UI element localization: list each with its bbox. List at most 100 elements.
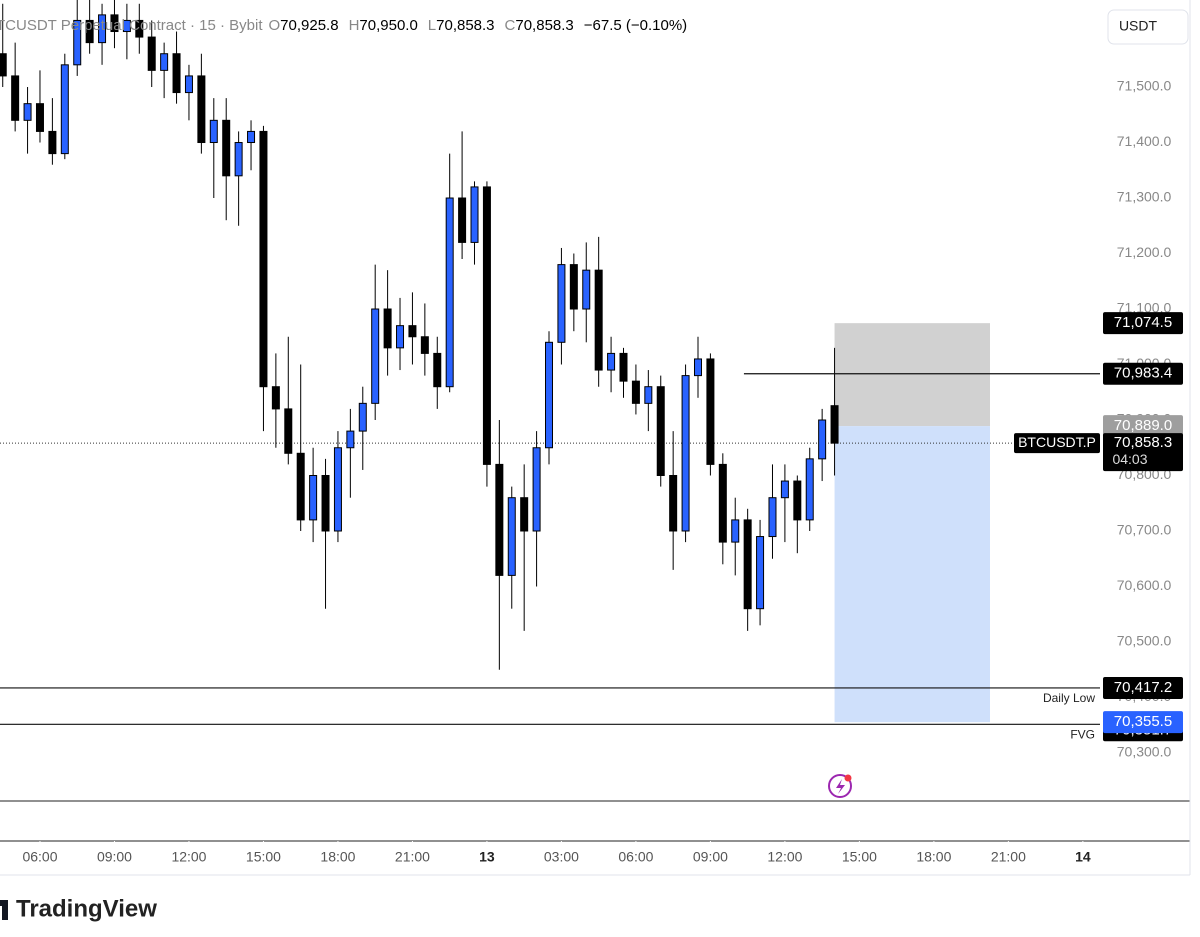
candle-body bbox=[147, 36, 156, 71]
candle-body bbox=[48, 130, 57, 155]
brand: TradingView bbox=[0, 895, 157, 922]
candle-body bbox=[234, 142, 243, 177]
x-tick-label: 06:00 bbox=[618, 849, 653, 865]
candle-body bbox=[818, 419, 827, 460]
candle-body bbox=[197, 75, 206, 144]
ohlc-value: 70,858.3 bbox=[436, 17, 494, 34]
candle-body bbox=[23, 103, 32, 121]
candle-body bbox=[793, 480, 802, 521]
currency-button[interactable]: USDT bbox=[1107, 9, 1189, 45]
logo-mark bbox=[0, 900, 8, 920]
candle-body bbox=[693, 358, 702, 377]
x-tick-label: 12:00 bbox=[171, 849, 206, 865]
symbol-tag-bg bbox=[1014, 433, 1100, 454]
alert-icon[interactable] bbox=[828, 774, 852, 798]
candle-body bbox=[718, 463, 727, 543]
candle-body bbox=[582, 269, 591, 310]
button-label: USDT bbox=[1119, 18, 1158, 34]
candle-body bbox=[644, 386, 653, 404]
stop-label: 70,355.5 bbox=[1114, 713, 1172, 730]
header: BTCUSDT Perpetual Contract · 15 · Bybit O… bbox=[0, 17, 687, 34]
candle-body bbox=[743, 519, 752, 610]
x-tick-label: 14 bbox=[1075, 849, 1091, 865]
candle-body bbox=[135, 19, 144, 38]
x-tick-label: 09:00 bbox=[97, 849, 132, 865]
y-tick-label: 71,400.0 bbox=[1117, 133, 1172, 149]
candle-body bbox=[780, 480, 789, 499]
candle-body bbox=[520, 497, 529, 532]
candle-body bbox=[569, 264, 578, 310]
candle-body bbox=[247, 130, 256, 144]
candle-body bbox=[433, 352, 442, 388]
candle-body bbox=[545, 341, 554, 449]
level-label: 70,983.4 bbox=[1114, 365, 1172, 382]
y-tick-label: 71,200.0 bbox=[1117, 244, 1172, 260]
candle-body bbox=[532, 447, 541, 532]
candle-body bbox=[60, 64, 69, 155]
button-frame bbox=[1107, 9, 1189, 45]
candle-body bbox=[731, 519, 740, 543]
ohlc-value: 70,858.3 bbox=[515, 17, 573, 34]
candle-body bbox=[259, 130, 268, 388]
y-tick-label: 70,600.0 bbox=[1117, 577, 1172, 593]
level-label: 70,417.2 bbox=[1114, 679, 1172, 696]
last-price-label: 70,858.3 bbox=[1114, 434, 1172, 451]
y-tick-label: 71,100.0 bbox=[1117, 300, 1172, 316]
x-tick-label: 18:00 bbox=[320, 849, 355, 865]
candle-body bbox=[222, 119, 231, 177]
candle-body bbox=[768, 497, 777, 538]
countdown: 04:03 bbox=[1112, 451, 1147, 467]
level-label-bg bbox=[1103, 676, 1183, 699]
candle-body bbox=[445, 197, 454, 388]
candle-body bbox=[85, 19, 94, 44]
target-label-bg bbox=[1103, 312, 1183, 335]
candle-body bbox=[122, 19, 131, 33]
change: −67.5 (−0.10%) bbox=[584, 17, 687, 34]
ohlc-value: 70,925.8 bbox=[280, 17, 338, 34]
x-tick-label: 09:00 bbox=[693, 849, 728, 865]
y-tick-label: 71,500.0 bbox=[1117, 78, 1172, 94]
brand-name: TradingView bbox=[16, 895, 157, 922]
candle-body bbox=[284, 408, 293, 454]
candle-body bbox=[594, 269, 603, 371]
ohlc-key: L bbox=[428, 17, 436, 34]
candle-body bbox=[309, 474, 318, 521]
alert-ring bbox=[828, 774, 852, 798]
candle-body bbox=[408, 325, 417, 338]
candle-body bbox=[35, 103, 44, 132]
x-tick-label: 12:00 bbox=[767, 849, 802, 865]
entry-label: 70,889.0 bbox=[1114, 417, 1172, 434]
candle-body bbox=[321, 474, 330, 532]
y-tick-label: 70,500.0 bbox=[1117, 633, 1172, 649]
candle-body bbox=[358, 402, 367, 432]
candle-body bbox=[607, 352, 616, 371]
candle-body bbox=[371, 308, 380, 404]
candle-body bbox=[458, 197, 467, 243]
plot-area bbox=[0, 0, 1100, 723]
x-tick-label: 21:00 bbox=[395, 849, 430, 865]
level-label-bg bbox=[1103, 362, 1183, 385]
candle-body bbox=[681, 375, 690, 532]
candle-body bbox=[420, 336, 429, 354]
candle-body bbox=[830, 405, 839, 444]
candle-body bbox=[619, 352, 628, 382]
y-tick-label: 70,700.0 bbox=[1117, 522, 1172, 538]
x-tick-label: 03:00 bbox=[544, 849, 579, 865]
ohlc-key: C bbox=[505, 17, 516, 34]
last-price-bg bbox=[1103, 433, 1183, 472]
candle-body bbox=[495, 463, 504, 576]
candle-body bbox=[296, 452, 305, 521]
target-label: 71,074.5 bbox=[1114, 314, 1172, 331]
y-tick-label: 70,300.0 bbox=[1117, 744, 1172, 760]
candle-body bbox=[209, 119, 218, 144]
symbol-text: BTCUSDT Perpetual Contract · 15 · Bybit bbox=[0, 17, 263, 34]
candle-body bbox=[557, 264, 566, 343]
ohlc-key: O bbox=[269, 17, 281, 34]
candle-body bbox=[482, 186, 491, 465]
entry-label-bg bbox=[1103, 415, 1183, 438]
x-tick-label: 15:00 bbox=[246, 849, 281, 865]
symbol-tag: BTCUSDT.P bbox=[1018, 434, 1096, 450]
stop-label-bg bbox=[1103, 711, 1183, 734]
